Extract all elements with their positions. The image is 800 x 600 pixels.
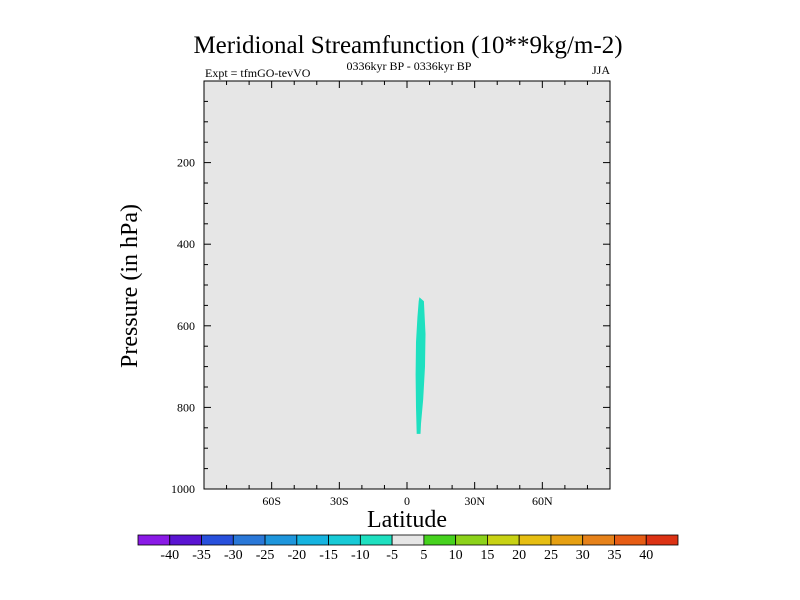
colorbar-label: -10: [351, 548, 370, 563]
colorbar-label: -15: [319, 548, 338, 563]
colorbar-box: [487, 534, 520, 546]
colorbar-box: [550, 534, 584, 546]
colorbar-label: -20: [287, 548, 306, 563]
y-tick-label: 600: [177, 319, 195, 333]
y-tick-label: 400: [177, 237, 195, 251]
axes: 200 400 600 800 1000 60S 30S 0 30N 60N: [171, 80, 611, 508]
x-tick-label: 60S: [262, 494, 281, 508]
x-tick-label: 60N: [532, 494, 553, 508]
colorbar-label: 40: [639, 548, 653, 563]
colorbar-box: [169, 534, 202, 546]
plot-area: [204, 81, 610, 489]
colorbar-box: [328, 534, 361, 546]
colorbar-box: [582, 534, 615, 546]
colorbar-box: [359, 534, 393, 546]
colorbar-label: -35: [192, 548, 211, 563]
colorbar: -40 -35 -30 -25 -20 -15 -10 -5 5 10 15 20 25 30 35 40: [137, 534, 679, 563]
plot-background: [204, 81, 610, 489]
colorbar-box: [645, 534, 679, 546]
colorbar-label: -30: [224, 548, 243, 563]
colorbar-label: 15: [480, 548, 494, 563]
colorbar-box: [137, 534, 171, 546]
x-axis-label: Latitude: [367, 507, 447, 533]
y-tick-label: 800: [177, 400, 195, 414]
colorbar-box: [232, 534, 266, 546]
contour-region-0: [415, 297, 426, 434]
colorbar-label: 10: [449, 548, 463, 563]
colorbar-label: 35: [607, 548, 621, 563]
colorbar-box: [296, 534, 329, 546]
x-tick-label: 30S: [330, 494, 349, 508]
colorbar-label: -40: [160, 548, 179, 563]
x-tick-label: 0: [404, 494, 410, 508]
subtitle-right: JJA: [592, 63, 610, 77]
colorbar-box: [614, 534, 647, 546]
colorbar-box: [201, 534, 234, 546]
subtitle-left: Expt = tfmGO-tevVO: [205, 66, 311, 80]
y-axis-label: Pressure (in hPa): [117, 204, 143, 368]
colorbar-label: 25: [544, 548, 558, 563]
colorbar-label: 20: [512, 548, 526, 563]
chart-title: Meridional Streamfunction (10**9kg/m-2): [193, 32, 622, 59]
x-tick-label: 30N: [464, 494, 485, 508]
colorbar-label: -5: [386, 548, 398, 563]
colorbar-label: -25: [256, 548, 275, 563]
colorbar-label: 5: [420, 548, 427, 563]
colorbar-box: [455, 534, 488, 546]
colorbar-box: [264, 534, 298, 546]
colorbar-label: 30: [576, 548, 590, 563]
y-tick-label: 200: [177, 156, 195, 170]
colorbar-box: [518, 534, 552, 546]
y-tick-label: 1000: [171, 482, 195, 496]
subtitle-center: 0336kyr BP - 0336kyr BP: [347, 59, 472, 73]
colorbar-box: [391, 534, 425, 546]
colorbar-box: [423, 534, 457, 546]
